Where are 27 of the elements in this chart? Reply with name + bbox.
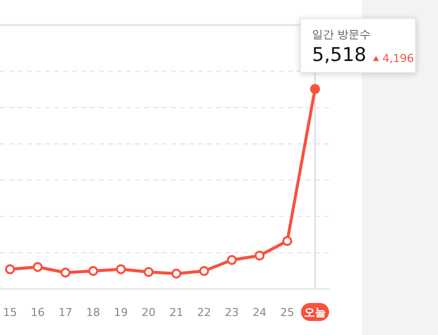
point	[60, 268, 70, 278]
x-tick-label: 21	[169, 306, 184, 319]
x-tick-label: 오늘	[304, 306, 326, 319]
point	[199, 266, 210, 276]
point	[116, 264, 126, 274]
text: 5,518	[312, 44, 366, 66]
x-tick-label: 25	[280, 306, 294, 319]
text: 일간 방문수	[312, 27, 372, 42]
point	[254, 250, 265, 261]
x-tick-label: 17	[58, 306, 72, 319]
x-tick-label: 19	[114, 306, 128, 319]
x-tick-label: 24	[252, 306, 267, 319]
point	[88, 266, 98, 276]
point	[4, 264, 15, 274]
text: 4,196	[382, 52, 414, 65]
point	[171, 268, 182, 279]
x-tick-label: 20	[142, 306, 156, 319]
point	[32, 262, 43, 272]
point	[144, 267, 154, 277]
x-tick-label: 15	[2, 306, 17, 319]
x-tick-label: 16	[30, 306, 45, 319]
x-tick-label: 22	[197, 306, 212, 319]
point	[310, 84, 320, 94]
point	[226, 255, 237, 265]
x-tick-label: 23	[224, 306, 239, 319]
point	[282, 236, 292, 246]
x-tick-label: 18	[86, 306, 100, 319]
